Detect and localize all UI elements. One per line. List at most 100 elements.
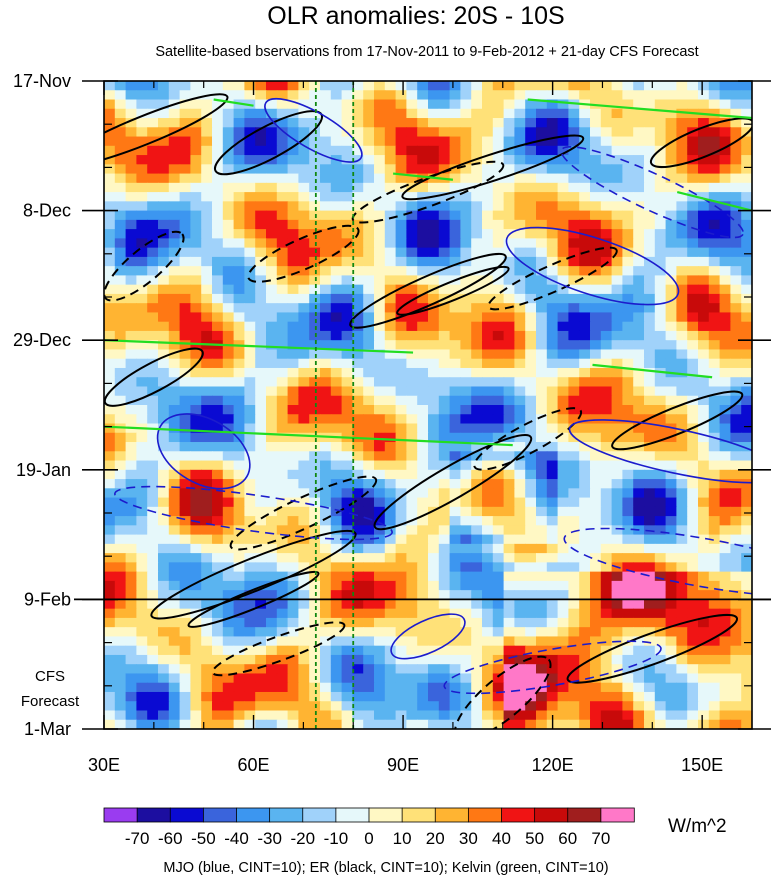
heat-cell <box>471 525 483 536</box>
heat-cell <box>255 118 267 128</box>
heat-cell <box>104 580 116 591</box>
heat-cell <box>449 136 461 147</box>
heat-cell <box>114 719 127 729</box>
heat-cell <box>698 534 710 545</box>
heat-cell <box>482 395 494 406</box>
heat-cell <box>352 664 364 675</box>
heat-cell <box>363 516 375 526</box>
heat-cell <box>514 599 526 610</box>
heat-cell <box>406 164 418 175</box>
heat-cell <box>309 460 321 471</box>
heat-cell <box>114 340 127 351</box>
heat-cell <box>190 423 202 434</box>
heat-cell <box>622 701 634 712</box>
heat-cell <box>611 617 623 628</box>
heat-cell <box>341 701 353 712</box>
heat-cell <box>104 599 116 610</box>
heat-cell <box>428 210 440 221</box>
heat-cell <box>644 238 656 249</box>
heat-cell <box>471 553 483 563</box>
heat-cell <box>525 145 537 156</box>
heat-cell <box>233 691 245 702</box>
heat-cell <box>665 691 677 702</box>
heat-cell <box>654 460 667 471</box>
heat-cell <box>266 599 278 610</box>
heat-cell <box>255 210 267 221</box>
heat-cell <box>525 534 537 545</box>
heat-cell <box>384 451 397 462</box>
heat-cell <box>471 580 483 591</box>
heat-cell <box>428 266 440 276</box>
heat-cell <box>136 145 148 156</box>
heat-cell <box>406 210 418 221</box>
heat-cell <box>395 562 407 573</box>
heat-cell <box>125 219 137 230</box>
heat-cell <box>698 414 710 425</box>
heat-cell <box>730 164 742 175</box>
heat-cell <box>212 219 224 230</box>
heat-cell <box>201 358 213 369</box>
heat-cell <box>471 414 483 425</box>
heat-cell <box>363 636 375 647</box>
heat-cell <box>136 691 148 702</box>
heat-cell <box>428 701 440 712</box>
heat-cell <box>665 608 677 619</box>
heat-cell <box>212 405 224 415</box>
heat-cell <box>406 127 418 138</box>
heat-cell <box>276 266 289 276</box>
heat-cell <box>330 127 343 138</box>
heat-cell <box>600 284 613 295</box>
heat-cell <box>546 349 559 360</box>
heat-cell <box>179 118 191 128</box>
heat-cell <box>125 701 137 712</box>
heat-cell <box>557 358 569 369</box>
heat-cell <box>676 525 688 536</box>
heat-cell <box>233 534 245 545</box>
heat-cell <box>546 682 559 693</box>
heat-cell <box>579 303 591 314</box>
heat-cell <box>276 358 289 369</box>
heat-cell <box>125 395 137 406</box>
heat-cell <box>460 599 472 610</box>
heat-cell <box>417 691 429 702</box>
heat-cell <box>287 636 299 647</box>
heat-cell <box>590 81 602 91</box>
heat-cell <box>514 423 526 434</box>
heat-cell <box>438 488 451 499</box>
heat-cell <box>428 543 440 554</box>
heat-cell <box>125 599 137 610</box>
heat-cell <box>158 90 170 101</box>
heat-cell <box>536 599 548 610</box>
heat-cell <box>730 543 742 554</box>
heat-cell <box>244 81 256 91</box>
heat-cell <box>298 367 310 378</box>
heat-cell <box>428 238 440 249</box>
heat-cell <box>125 553 137 563</box>
heat-cell <box>374 164 386 175</box>
heat-cell <box>222 488 235 499</box>
heat-cell <box>557 423 569 434</box>
heat-cell <box>708 479 721 489</box>
heat-cell <box>298 719 310 729</box>
heat-cell <box>158 266 170 276</box>
heat-cell <box>471 691 483 702</box>
heat-cell <box>287 145 299 156</box>
heat-cell <box>244 543 256 554</box>
heat-cell <box>514 284 526 295</box>
heat-cell <box>114 238 127 249</box>
heat-cell <box>352 247 364 258</box>
heat-cell <box>590 497 602 508</box>
heat-cell <box>514 395 526 406</box>
heat-cell <box>168 303 181 314</box>
heat-cell <box>471 219 483 230</box>
heat-cell <box>557 145 569 156</box>
heat-cell <box>622 118 634 128</box>
heat-cell <box>341 155 353 165</box>
heat-cell <box>212 506 224 517</box>
heat-cell <box>395 81 407 91</box>
heat-cell <box>708 488 721 499</box>
heat-cell <box>125 340 137 351</box>
heat-cell <box>363 423 375 434</box>
heat-cell <box>698 645 710 656</box>
heat-cell <box>114 219 127 230</box>
